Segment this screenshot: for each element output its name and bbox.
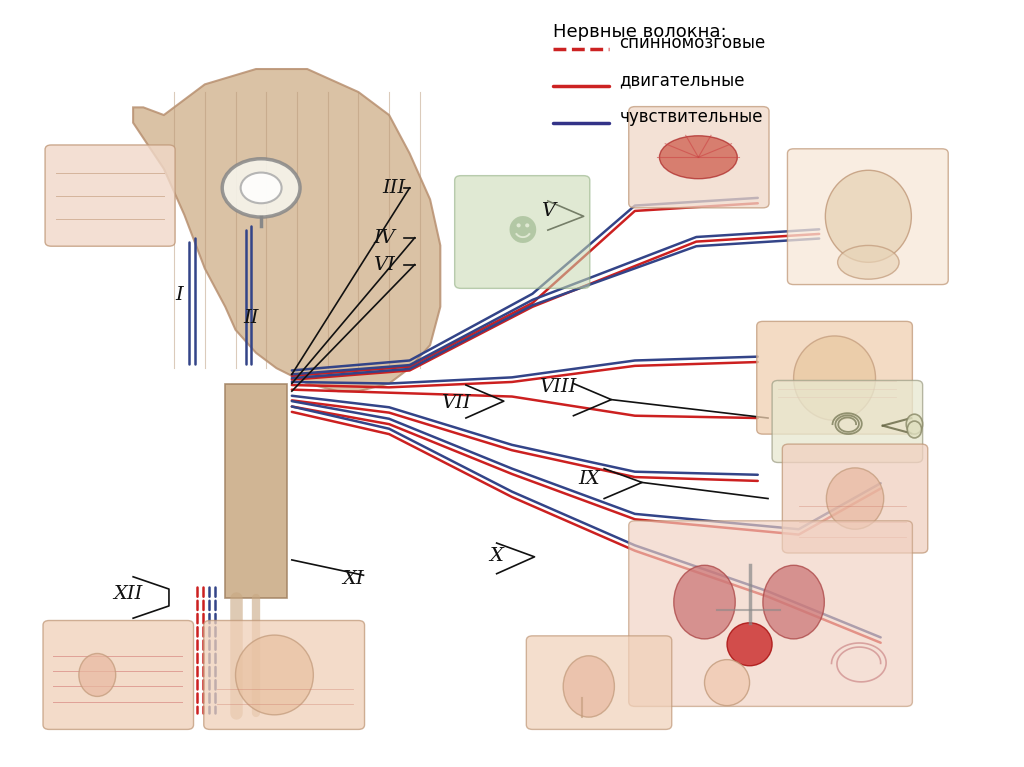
- Text: спинномозговые: спинномозговые: [620, 35, 766, 52]
- Ellipse shape: [907, 421, 922, 438]
- Text: чувствительные: чувствительные: [620, 108, 763, 126]
- Text: ☻: ☻: [506, 218, 539, 247]
- FancyBboxPatch shape: [629, 521, 912, 706]
- Ellipse shape: [674, 565, 735, 639]
- FancyBboxPatch shape: [455, 176, 590, 288]
- Text: V: V: [541, 202, 555, 220]
- Text: XII: XII: [114, 585, 142, 604]
- Ellipse shape: [825, 170, 911, 262]
- FancyBboxPatch shape: [45, 145, 175, 246]
- Ellipse shape: [763, 565, 824, 639]
- Ellipse shape: [222, 159, 300, 217]
- Ellipse shape: [705, 660, 750, 706]
- Text: IV: IV: [373, 229, 395, 247]
- Text: X: X: [489, 547, 504, 565]
- Polygon shape: [133, 69, 440, 391]
- FancyBboxPatch shape: [757, 321, 912, 434]
- FancyBboxPatch shape: [526, 636, 672, 729]
- Text: XI: XI: [342, 570, 365, 588]
- Ellipse shape: [906, 414, 923, 434]
- Text: IX: IX: [578, 470, 600, 489]
- Ellipse shape: [79, 653, 116, 696]
- Text: VI: VI: [373, 255, 395, 274]
- Ellipse shape: [794, 336, 876, 420]
- Text: II: II: [243, 309, 259, 328]
- Ellipse shape: [236, 635, 313, 715]
- Ellipse shape: [241, 173, 282, 203]
- Ellipse shape: [659, 136, 737, 179]
- Ellipse shape: [563, 656, 614, 717]
- Polygon shape: [225, 384, 287, 598]
- FancyBboxPatch shape: [43, 621, 194, 729]
- Text: VII: VII: [441, 393, 470, 412]
- Text: Нервные волокна:: Нервные волокна:: [553, 23, 727, 41]
- Text: VIII: VIII: [540, 378, 577, 397]
- Ellipse shape: [826, 468, 884, 529]
- FancyBboxPatch shape: [787, 149, 948, 285]
- FancyBboxPatch shape: [629, 107, 769, 208]
- FancyBboxPatch shape: [782, 444, 928, 553]
- FancyBboxPatch shape: [772, 380, 923, 463]
- Text: III: III: [383, 179, 406, 197]
- Ellipse shape: [838, 245, 899, 279]
- FancyBboxPatch shape: [204, 621, 365, 729]
- Text: двигательные: двигательные: [620, 71, 745, 89]
- Text: I: I: [175, 286, 183, 304]
- Ellipse shape: [727, 623, 772, 666]
